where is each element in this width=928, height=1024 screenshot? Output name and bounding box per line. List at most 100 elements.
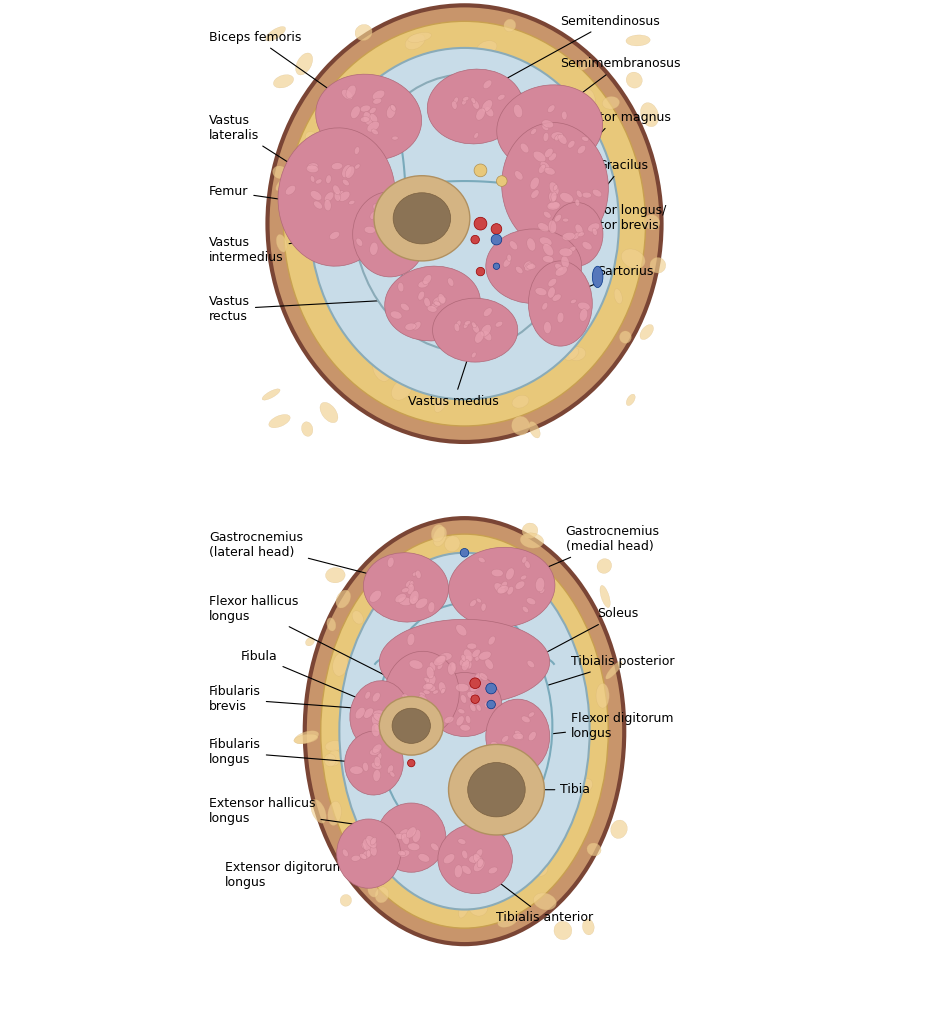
Ellipse shape (470, 683, 480, 691)
Text: Vastus medius: Vastus medius (408, 338, 498, 408)
Circle shape (459, 549, 469, 557)
Ellipse shape (366, 836, 377, 848)
Ellipse shape (433, 395, 446, 413)
Ellipse shape (639, 325, 652, 340)
Ellipse shape (517, 736, 522, 739)
Ellipse shape (319, 402, 338, 423)
Ellipse shape (572, 220, 588, 236)
Ellipse shape (567, 347, 585, 360)
Ellipse shape (354, 708, 365, 719)
Ellipse shape (561, 256, 569, 268)
Ellipse shape (363, 790, 378, 806)
Ellipse shape (521, 716, 530, 723)
Ellipse shape (339, 191, 350, 202)
Ellipse shape (425, 683, 435, 691)
Ellipse shape (539, 588, 545, 594)
Ellipse shape (539, 162, 549, 170)
Ellipse shape (526, 660, 534, 668)
Ellipse shape (354, 148, 370, 166)
Ellipse shape (530, 177, 538, 189)
Ellipse shape (409, 598, 419, 604)
Ellipse shape (326, 175, 331, 183)
Ellipse shape (363, 112, 372, 125)
Ellipse shape (397, 283, 404, 292)
Ellipse shape (497, 94, 505, 100)
Ellipse shape (429, 662, 435, 672)
Ellipse shape (482, 658, 493, 673)
Ellipse shape (537, 222, 548, 231)
Ellipse shape (514, 171, 522, 180)
Ellipse shape (522, 523, 537, 539)
Ellipse shape (461, 865, 470, 874)
Ellipse shape (511, 395, 528, 409)
Ellipse shape (513, 104, 522, 118)
Ellipse shape (372, 358, 390, 381)
Ellipse shape (471, 696, 490, 702)
Circle shape (486, 700, 495, 709)
Ellipse shape (619, 331, 631, 343)
Ellipse shape (459, 724, 470, 731)
Text: Tibialis anterior: Tibialis anterior (477, 866, 593, 924)
Ellipse shape (447, 662, 456, 675)
Ellipse shape (353, 75, 575, 351)
Ellipse shape (520, 811, 534, 824)
Ellipse shape (496, 586, 508, 594)
Circle shape (473, 217, 486, 230)
Ellipse shape (587, 223, 599, 231)
Ellipse shape (475, 849, 483, 857)
Ellipse shape (276, 176, 288, 190)
Ellipse shape (456, 96, 474, 114)
Ellipse shape (437, 663, 443, 670)
Ellipse shape (570, 299, 575, 304)
Ellipse shape (387, 240, 396, 247)
Ellipse shape (372, 770, 380, 781)
Ellipse shape (466, 110, 479, 124)
Ellipse shape (336, 590, 350, 608)
Ellipse shape (501, 356, 511, 375)
Ellipse shape (427, 305, 436, 312)
Ellipse shape (367, 121, 379, 132)
Ellipse shape (393, 193, 450, 244)
Ellipse shape (480, 325, 491, 337)
Circle shape (493, 263, 499, 269)
Ellipse shape (361, 843, 366, 849)
Ellipse shape (485, 699, 549, 774)
Ellipse shape (387, 124, 404, 143)
Ellipse shape (369, 845, 377, 856)
Ellipse shape (520, 300, 536, 314)
Ellipse shape (557, 312, 563, 323)
Ellipse shape (479, 673, 487, 681)
Ellipse shape (577, 88, 595, 112)
Ellipse shape (509, 241, 517, 250)
Ellipse shape (398, 597, 411, 605)
Ellipse shape (613, 289, 622, 304)
Text: Fibularis
brevis: Fibularis brevis (209, 685, 376, 713)
Ellipse shape (487, 636, 495, 645)
Ellipse shape (377, 726, 392, 751)
Ellipse shape (467, 763, 524, 817)
Ellipse shape (387, 765, 393, 773)
Ellipse shape (503, 755, 510, 761)
Ellipse shape (547, 202, 560, 210)
Text: Soleus: Soleus (530, 607, 638, 660)
Ellipse shape (398, 783, 413, 797)
Ellipse shape (539, 627, 550, 640)
Ellipse shape (370, 838, 376, 845)
Ellipse shape (305, 132, 324, 150)
Ellipse shape (482, 99, 492, 112)
Ellipse shape (422, 274, 432, 285)
Ellipse shape (377, 753, 381, 760)
Ellipse shape (427, 673, 501, 736)
Ellipse shape (345, 166, 354, 178)
Ellipse shape (503, 258, 510, 267)
Ellipse shape (440, 614, 448, 633)
Ellipse shape (533, 152, 546, 162)
Ellipse shape (474, 673, 481, 683)
Ellipse shape (470, 600, 476, 606)
Ellipse shape (305, 637, 314, 646)
Ellipse shape (548, 191, 555, 203)
Ellipse shape (520, 575, 526, 580)
Ellipse shape (592, 297, 599, 309)
Ellipse shape (552, 184, 557, 190)
Ellipse shape (543, 322, 550, 334)
